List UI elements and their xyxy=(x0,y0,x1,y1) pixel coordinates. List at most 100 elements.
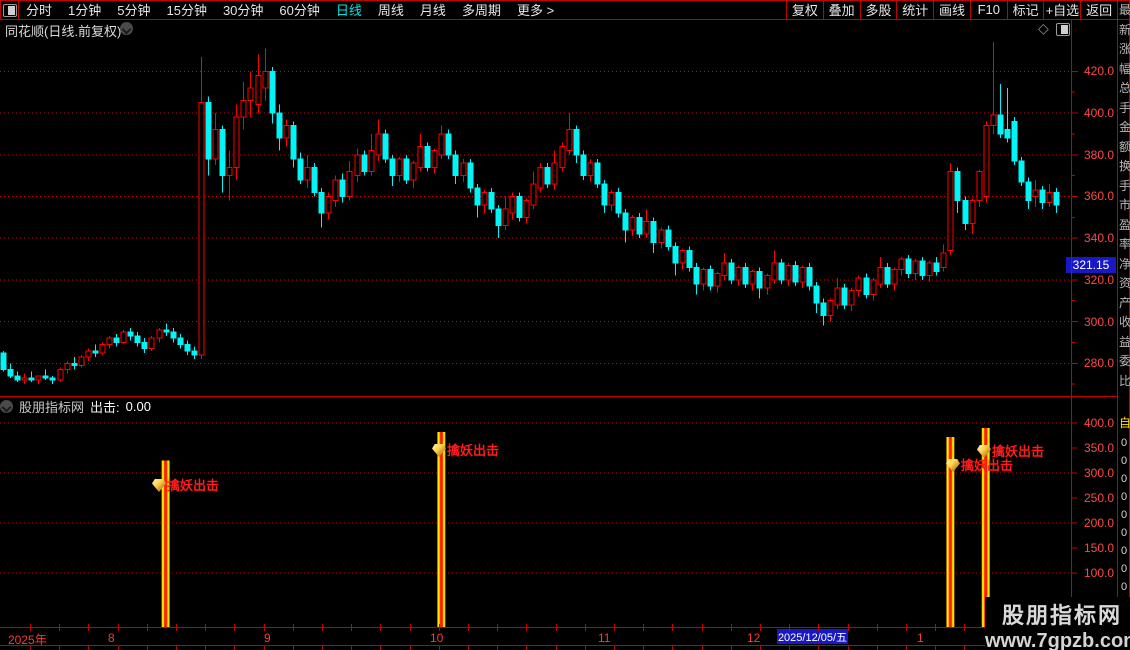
time-axis-tick xyxy=(380,624,381,631)
candle-body xyxy=(431,150,438,168)
right-strip-clipped-text: 益 xyxy=(1119,334,1130,349)
candle-body xyxy=(113,337,120,343)
time-axis-tick xyxy=(264,624,265,631)
signal-label-text: 擒妖出击 xyxy=(167,478,220,493)
bottom-row-tick xyxy=(526,646,527,650)
toolbar-icon-divider xyxy=(18,0,19,19)
多股-button[interactable]: 多股 xyxy=(859,0,897,19)
candle-body xyxy=(559,145,566,168)
tab-多周期[interactable]: 多周期 xyxy=(461,3,501,18)
watermark-line1: 股朋指标网 xyxy=(1001,603,1122,628)
candle-body xyxy=(792,264,799,283)
tab-周线[interactable]: 周线 xyxy=(377,3,404,18)
indicator-value: 0.00 xyxy=(125,398,151,414)
tab-60分钟[interactable]: 60分钟 xyxy=(279,3,320,18)
返回-button[interactable]: 返回 xyxy=(1080,0,1117,19)
time-axis-tick xyxy=(818,624,819,631)
candle-body xyxy=(120,331,127,343)
candle-body xyxy=(304,166,311,181)
candle-body xyxy=(262,70,269,89)
time-axis-tick xyxy=(964,624,965,631)
candle-body xyxy=(99,343,106,354)
right-strip-clipped-text: 新 xyxy=(1119,22,1130,37)
candle-body xyxy=(799,266,806,283)
candle-body xyxy=(361,154,368,172)
candle-body xyxy=(92,350,99,354)
candle-body xyxy=(537,166,544,189)
time-axis-tick xyxy=(59,624,60,631)
bottom-row-tick xyxy=(964,646,965,650)
candle-body xyxy=(269,70,276,114)
candle-body xyxy=(898,258,905,270)
candle-body xyxy=(976,170,983,202)
tab-5分钟[interactable]: 5分钟 xyxy=(117,3,151,18)
candle-body xyxy=(495,208,502,227)
candle-body xyxy=(389,158,396,177)
right-strip-value: 0 xyxy=(1121,527,1128,539)
candle-body xyxy=(438,133,445,156)
time-axis-tick xyxy=(468,624,469,631)
candle-body xyxy=(827,300,834,316)
bottom-row-tick xyxy=(760,646,761,650)
chart-title: 同花顺(日线.前复权) xyxy=(5,24,122,39)
bottom-row-tick xyxy=(643,646,644,650)
candle-body xyxy=(474,187,481,206)
indicator-axis-label: 400.0 xyxy=(1083,416,1114,430)
right-strip-clipped-text: 资 xyxy=(1119,276,1130,290)
tab-月线[interactable]: 月线 xyxy=(419,3,446,18)
candle-body xyxy=(290,125,297,160)
tab-1分钟[interactable]: 1分钟 xyxy=(68,3,102,18)
panel-layout-icon[interactable] xyxy=(1056,23,1070,36)
candle-body xyxy=(615,191,622,214)
candle-body xyxy=(771,262,778,281)
candle-body xyxy=(141,341,148,350)
time-axis-tick xyxy=(556,624,557,631)
叠加-button[interactable]: 叠加 xyxy=(822,0,860,19)
indicator-axis-label: 100.0 xyxy=(1083,566,1114,580)
candle-body xyxy=(134,335,141,343)
candle-body xyxy=(64,362,71,371)
signal-bar xyxy=(161,460,170,627)
复权-button[interactable]: 复权 xyxy=(786,0,823,19)
bottom-row-tick xyxy=(848,646,849,650)
tab-更多 >[interactable]: 更多 > xyxy=(516,3,555,18)
bottom-row-tick xyxy=(264,646,265,650)
candle-body xyxy=(686,250,693,268)
gem-icon xyxy=(432,444,446,457)
axis-line-vertical xyxy=(1071,20,1072,645)
window-split-icon[interactable] xyxy=(3,4,17,17)
candle-body xyxy=(170,331,177,339)
+自选-button[interactable]: +自选 xyxy=(1043,0,1080,19)
画线-button[interactable]: 画线 xyxy=(933,0,970,19)
candle-body xyxy=(325,195,332,214)
time-axis-tick xyxy=(614,624,615,631)
time-axis-line-top xyxy=(0,627,1117,628)
candle-body xyxy=(1046,191,1053,204)
candle-body xyxy=(742,266,749,285)
tab-30分钟[interactable]: 30分钟 xyxy=(222,3,264,18)
tab-15分钟[interactable]: 15分钟 xyxy=(166,3,207,18)
candle-body xyxy=(778,262,785,281)
chevron-down-icon[interactable] xyxy=(120,22,133,35)
candle-body xyxy=(354,154,361,177)
candle-body xyxy=(488,191,495,210)
chevron-down-icon[interactable] xyxy=(0,399,13,413)
tab-分时[interactable]: 分时 xyxy=(26,3,53,18)
统计-button[interactable]: 统计 xyxy=(896,0,933,19)
bottom-row-tick xyxy=(410,646,411,650)
signal-bar xyxy=(946,437,955,627)
candle-body xyxy=(919,260,926,277)
bottom-row-tick xyxy=(731,646,732,650)
candle-body xyxy=(198,102,205,356)
candle-body xyxy=(643,220,650,235)
candle-body xyxy=(672,246,679,264)
candle-body xyxy=(516,195,523,218)
diamond-icon[interactable]: ◇ xyxy=(1038,20,1049,36)
signal-label-text: 擒妖出击 xyxy=(447,443,500,458)
tab-日线[interactable]: 日线 xyxy=(335,3,362,18)
标记-button[interactable]: 标记 xyxy=(1006,0,1044,19)
bottom-row-tick xyxy=(497,646,498,650)
right-strip-clipped-text: 金 xyxy=(1119,120,1130,134)
time-axis-tick xyxy=(234,624,235,631)
F10-button[interactable]: F10 xyxy=(969,0,1007,19)
